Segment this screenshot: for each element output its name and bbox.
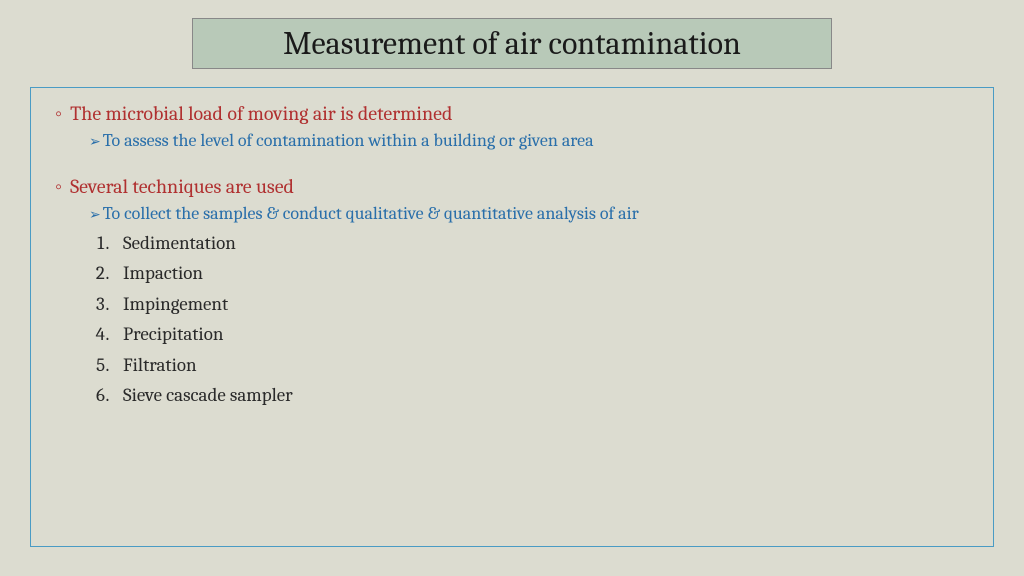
section2-head: Several techniques are used bbox=[51, 175, 973, 199]
list-item: Precipitation bbox=[113, 319, 973, 349]
slide-title-box: Measurement of air contamination bbox=[192, 18, 832, 69]
section1-sub: To assess the level of contamination wit… bbox=[89, 130, 973, 151]
list-item: Sieve cascade sampler bbox=[113, 380, 973, 410]
section2-sub: To collect the samples & conduct qualita… bbox=[89, 203, 973, 224]
content-box: The microbial load of moving air is dete… bbox=[30, 87, 994, 547]
list-item: Filtration bbox=[113, 350, 973, 380]
slide-title: Measurement of air contamination bbox=[193, 25, 831, 62]
techniques-list: Sedimentation Impaction Impingement Prec… bbox=[113, 228, 973, 410]
list-item: Sedimentation bbox=[113, 228, 973, 258]
list-item: Impingement bbox=[113, 289, 973, 319]
list-item: Impaction bbox=[113, 258, 973, 288]
section1-head: The microbial load of moving air is dete… bbox=[51, 102, 973, 126]
